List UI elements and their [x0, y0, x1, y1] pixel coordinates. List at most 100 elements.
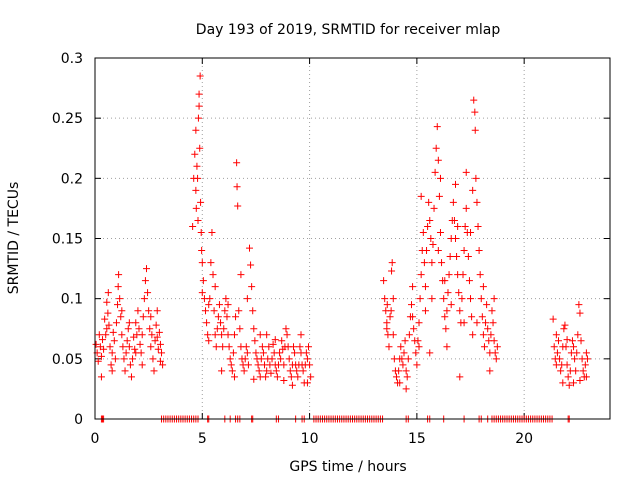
data-point: [582, 349, 590, 357]
data-point: [197, 228, 205, 236]
data-point: [233, 183, 241, 191]
data-point: [307, 373, 315, 381]
data-point: [467, 228, 475, 236]
data-point: [155, 328, 163, 336]
data-point: [116, 295, 124, 303]
y-axis-label: SRMTID / TECUs: [6, 182, 22, 295]
data-point: [563, 336, 571, 344]
data-point: [273, 373, 281, 381]
data-point: [198, 259, 206, 267]
data-point: [397, 343, 405, 351]
data-point: [383, 325, 391, 333]
data-point: [552, 331, 560, 339]
data-point: [562, 343, 570, 351]
data-point: [467, 295, 475, 303]
data-point: [272, 367, 280, 375]
data-point: [205, 337, 213, 345]
data-point: [387, 307, 395, 315]
data-point: [115, 271, 123, 279]
data-point: [218, 367, 226, 375]
data-point: [460, 247, 468, 255]
data-point: [215, 301, 223, 309]
data-point: [434, 247, 442, 255]
data-point: [550, 343, 558, 351]
data-point: [426, 216, 434, 224]
data-point: [151, 337, 159, 345]
data-point: [398, 355, 406, 363]
data-point: [234, 202, 242, 210]
data-point: [294, 373, 302, 381]
data-point: [101, 315, 109, 323]
data-point: [118, 331, 126, 339]
data-point: [149, 355, 157, 363]
data-point: [104, 309, 112, 317]
data-point: [111, 355, 119, 363]
data-point: [196, 72, 204, 80]
data-point: [443, 307, 451, 315]
data-point: [456, 373, 464, 381]
data-point: [112, 319, 120, 327]
data-point: [417, 271, 425, 279]
data-point: [452, 180, 459, 188]
data-point: [414, 337, 422, 345]
data-point: [573, 349, 581, 357]
data-point: [268, 355, 276, 363]
y-tick-label: 0.15: [52, 232, 83, 248]
data-point: [154, 345, 162, 353]
data-point: [119, 343, 127, 351]
y-tick-label: 0.3: [61, 51, 83, 67]
data-point: [430, 204, 438, 212]
data-point: [490, 337, 498, 345]
data-point: [195, 102, 203, 110]
data-point: [455, 289, 463, 297]
data-point: [392, 373, 400, 381]
data-point: [486, 367, 494, 375]
data-point: [192, 126, 200, 134]
data-point: [289, 343, 297, 351]
data-point: [488, 307, 496, 315]
data-point: [431, 168, 439, 176]
data-point: [232, 313, 240, 321]
data-point: [138, 331, 146, 339]
data-point: [102, 331, 110, 339]
data-point: [388, 259, 396, 267]
data-point: [148, 331, 156, 339]
data-point: [299, 367, 307, 375]
data-point: [581, 361, 589, 369]
data-point: [152, 321, 160, 329]
data-point: [302, 349, 310, 357]
y-tick-label: 0.1: [61, 292, 83, 308]
data-point: [195, 90, 203, 98]
data-point: [202, 307, 210, 315]
data-point: [383, 319, 391, 327]
data-point: [223, 313, 231, 321]
data-point: [222, 295, 230, 303]
data-point: [158, 349, 166, 357]
x-tick-label: 5: [198, 431, 207, 447]
data-point: [454, 222, 462, 230]
data-point: [106, 343, 114, 351]
data-point: [140, 295, 148, 303]
data-markers: [92, 72, 591, 423]
data-point: [206, 295, 214, 303]
data-point: [204, 331, 212, 339]
data-point: [246, 244, 253, 252]
data-point: [450, 216, 458, 224]
data-point: [293, 367, 301, 375]
data-point: [192, 204, 200, 212]
data-point: [120, 355, 128, 363]
grid: [95, 58, 610, 419]
data-point: [153, 307, 161, 315]
data-point: [257, 355, 265, 363]
data-point: [118, 307, 126, 315]
data-point: [208, 228, 216, 236]
data-point: [575, 301, 583, 309]
data-point: [269, 340, 277, 348]
data-point: [282, 325, 290, 333]
data-point: [553, 349, 561, 357]
data-point: [229, 349, 237, 357]
data-point: [417, 192, 425, 200]
data-point: [438, 259, 446, 267]
data-point: [265, 343, 273, 351]
data-point: [419, 228, 427, 236]
